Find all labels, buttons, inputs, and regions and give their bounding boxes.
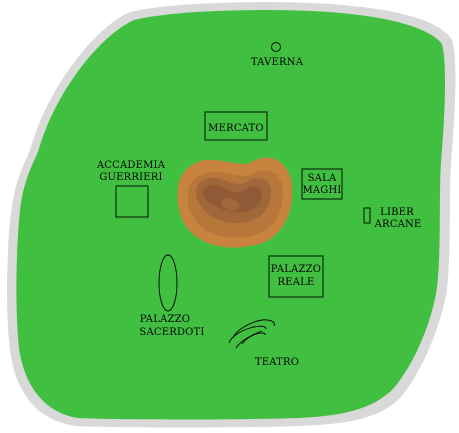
teatro-spiral-icon[interactable] (228, 319, 275, 349)
hill-core (202, 184, 263, 213)
liber-arcane-label-line2: ARCANE (374, 219, 422, 230)
palazzo-sacerdoti-label-line1: PALAZZO (140, 314, 190, 325)
mercato-label: MERCATO (208, 123, 264, 134)
accademia-label-line2: GUERRIERI (99, 172, 162, 183)
palazzo-reale-frame[interactable] (268, 255, 324, 298)
taverna-label: TAVERNA (251, 57, 304, 68)
sala-maghi-label-line2: MAGHI (302, 185, 341, 196)
palazzo-reale-label-line1: PALAZZO (271, 264, 321, 275)
teatro-label: TEATRO (255, 357, 299, 368)
taverna-circle-icon[interactable] (271, 42, 281, 52)
palazzo-sacerdoti-label-line2: SACERDOTI (139, 327, 204, 338)
central-hill (177, 157, 293, 248)
mercato-frame[interactable] (204, 111, 268, 141)
accademia-square-icon[interactable] (115, 185, 149, 218)
palazzo-reale-label-line2: REALE (278, 277, 315, 288)
sala-maghi-frame[interactable] (301, 168, 343, 200)
palazzo-sacerdoti-oval-icon[interactable] (158, 254, 178, 312)
liber-arcane-label-line1: LIBER (380, 207, 414, 218)
liber-arcane-small-rectangle-icon[interactable] (363, 207, 371, 224)
hill-peak (221, 198, 240, 211)
sala-maghi-label-line1: SALA (308, 173, 337, 184)
accademia-label-line1: ACCADEMIA (96, 160, 166, 171)
